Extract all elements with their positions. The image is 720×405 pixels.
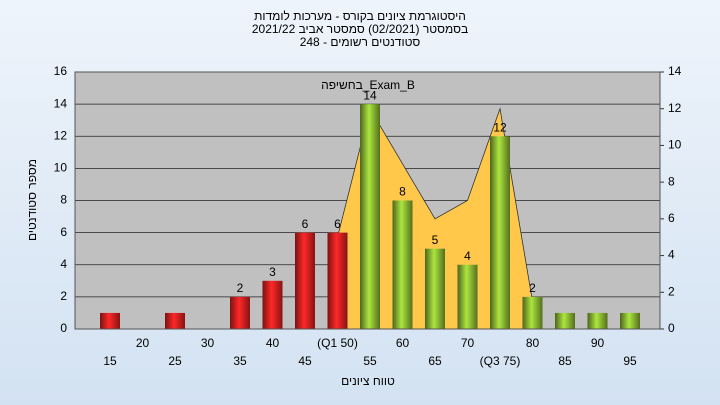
x-axis-label: טווח ציונים (341, 374, 395, 388)
bar (327, 232, 348, 329)
bar (490, 136, 510, 329)
x-tick-label: (Q3 75) (480, 354, 521, 368)
bar (230, 296, 250, 329)
y-tick-label: 4 (60, 257, 67, 271)
y2-tick-label: 14 (668, 64, 682, 78)
y2-tick-label: 12 (668, 101, 682, 115)
data-label: 2 (237, 281, 244, 295)
data-label: 5 (432, 233, 439, 247)
x-tick-label: 70 (461, 336, 475, 350)
chart-title: היסטוגרמת ציונים בקורס - מערכות לומדות (254, 9, 466, 23)
x-tick-label: 30 (201, 336, 215, 350)
y2-tick-label: 10 (668, 138, 682, 152)
annotation: בחשיפה_Exam_B (321, 78, 415, 92)
x-tick-label: 65 (428, 354, 442, 368)
data-label: 14 (363, 88, 377, 102)
bar (262, 280, 283, 329)
x-tick-label: 15 (103, 354, 117, 368)
bar (620, 312, 640, 329)
bar (165, 312, 185, 329)
bar (587, 312, 608, 329)
y-tick-label: 14 (54, 96, 68, 110)
x-tick-label: 25 (168, 354, 182, 368)
y-tick-label: 12 (54, 128, 68, 142)
x-tick-label: 35 (233, 354, 247, 368)
data-label: 3 (269, 265, 276, 279)
y-tick-label: 2 (60, 289, 67, 303)
bar (100, 312, 120, 329)
plot-border (74, 71, 661, 330)
y-tick-label: 8 (60, 193, 67, 207)
x-tick-label: 55 (363, 354, 377, 368)
data-label: 6 (302, 217, 309, 231)
x-tick-label: 20 (136, 336, 150, 350)
y2-tick-label: 2 (668, 284, 675, 298)
x-tick-label: 85 (558, 354, 572, 368)
data-label: 4 (464, 249, 471, 263)
y-tick-label: 16 (54, 64, 68, 78)
bar (295, 232, 315, 329)
y2-tick-label: 0 (668, 321, 675, 335)
data-label: 12 (493, 120, 507, 134)
x-tick-label: 40 (266, 336, 280, 350)
y-tick-label: 10 (54, 161, 68, 175)
bar (457, 264, 478, 329)
y-tick-label: 0 (60, 321, 67, 335)
x-tick-label: 90 (591, 336, 605, 350)
bar (392, 200, 413, 329)
x-tick-label: 45 (298, 354, 312, 368)
bar (425, 248, 445, 329)
chart-subtitle: סטודנטים רשומים - 248 (300, 35, 421, 49)
y-tick-label: 6 (60, 225, 67, 239)
y2-tick-label: 4 (668, 248, 675, 262)
data-label: 8 (399, 185, 406, 199)
y2-tick-label: 6 (668, 211, 675, 225)
x-tick-label: 60 (396, 336, 410, 350)
x-tick-label: (Q1 50) (317, 336, 358, 350)
y-axis-label: מספר סטודנטים (25, 159, 39, 241)
bar (360, 104, 380, 329)
x-tick-label: 95 (623, 354, 637, 368)
chart-subtitle: בסמסטר (02/2021) סמסטר אביב 2021/22 (252, 22, 468, 36)
data-label: 2 (529, 281, 536, 295)
y2-tick-label: 8 (668, 174, 675, 188)
bar (522, 296, 543, 329)
x-tick-label: 80 (526, 336, 540, 350)
bar (555, 312, 575, 329)
data-label: 6 (334, 217, 341, 231)
